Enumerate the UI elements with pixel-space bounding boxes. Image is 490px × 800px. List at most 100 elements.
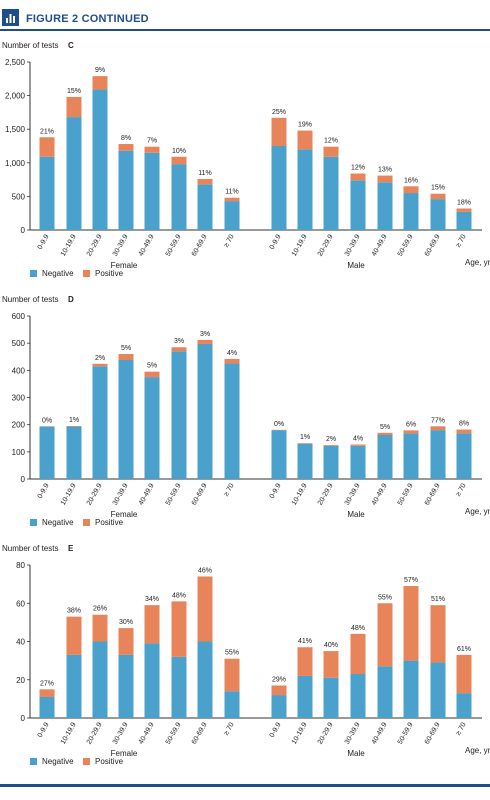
x-tick-label: 30-39.9 bbox=[112, 233, 130, 257]
x-tick-label: 60-69.9 bbox=[191, 482, 209, 506]
x-tick-label: 0-9.9 bbox=[269, 482, 283, 499]
bar-negative bbox=[92, 366, 108, 479]
y-axis-title: Number of tests bbox=[2, 41, 58, 50]
x-tick-label: 0-9.9 bbox=[269, 233, 283, 250]
bar-negative bbox=[224, 201, 240, 230]
x-tick-label: 30-39.9 bbox=[344, 233, 362, 257]
bar-positive bbox=[323, 445, 339, 446]
panel-label: E bbox=[68, 544, 74, 553]
x-tick-label: 40-49.9 bbox=[371, 721, 389, 745]
legend-label-positive: Positive bbox=[95, 757, 124, 766]
footer-rule bbox=[0, 784, 490, 787]
x-tick-label: 0-9.9 bbox=[37, 233, 51, 250]
bar-negative bbox=[271, 430, 287, 479]
bar-percent-label: 12% bbox=[351, 165, 365, 172]
x-tick-label: 40-49.9 bbox=[371, 233, 389, 257]
x-tick-label: 10-19.9 bbox=[60, 721, 78, 745]
bar-negative bbox=[430, 662, 446, 718]
x-tick-label: 50-59.9 bbox=[165, 233, 183, 257]
bar-percent-label: 10% bbox=[172, 148, 186, 155]
group-label: Male bbox=[347, 749, 365, 758]
x-tick-label: 10-19.9 bbox=[60, 482, 78, 506]
bar-percent-label: 12% bbox=[324, 138, 338, 145]
x-tick-label: 50-59.9 bbox=[397, 721, 415, 745]
header-rule bbox=[0, 29, 490, 31]
bar-negative bbox=[403, 433, 419, 479]
bar-percent-label: 5% bbox=[121, 345, 131, 352]
x-tick-label: ≥ 70 bbox=[223, 721, 236, 736]
bar-negative bbox=[271, 695, 287, 718]
group-label: Male bbox=[347, 261, 365, 270]
bar-negative bbox=[92, 89, 108, 230]
panel-label: D bbox=[68, 295, 74, 304]
bar-negative bbox=[350, 674, 366, 718]
figure-header: FIGURE 2 CONTINUED bbox=[0, 0, 490, 31]
bar-percent-label: 1% bbox=[69, 417, 79, 424]
bar-positive bbox=[403, 186, 419, 194]
bar-negative bbox=[430, 430, 446, 479]
legend-swatch-negative bbox=[30, 758, 37, 765]
bar-positive bbox=[197, 339, 213, 344]
x-tick-label: ≥ 70 bbox=[223, 482, 236, 497]
y-tick-label: 500 bbox=[12, 339, 26, 348]
bar-positive bbox=[377, 603, 393, 667]
bar-negative bbox=[377, 666, 393, 718]
bar-positive bbox=[297, 647, 313, 676]
y-tick-label: 60 bbox=[16, 599, 25, 608]
x-tick-label: 40-49.9 bbox=[138, 482, 156, 506]
bar-negative bbox=[350, 180, 366, 230]
bar-positive bbox=[297, 130, 313, 150]
bar-positive bbox=[171, 347, 187, 352]
bar-positive bbox=[92, 363, 108, 367]
legend-swatch-positive bbox=[83, 519, 90, 526]
bar-percent-label: 26% bbox=[93, 606, 107, 613]
bar-negative bbox=[197, 641, 213, 718]
bar-positive bbox=[456, 654, 472, 694]
legend-label-negative: Negative bbox=[42, 518, 74, 527]
bar-negative bbox=[323, 677, 339, 718]
y-tick-label: 40 bbox=[16, 638, 25, 647]
bar-negative bbox=[39, 156, 55, 230]
x-tick-label: 50-59.9 bbox=[397, 233, 415, 257]
bar-negative bbox=[456, 433, 472, 479]
legend-swatch-positive bbox=[83, 270, 90, 277]
group-label: Female bbox=[111, 510, 138, 519]
x-tick-label: 10-19.9 bbox=[291, 721, 309, 745]
bar-negative bbox=[39, 696, 55, 718]
bar-positive bbox=[92, 614, 108, 642]
x-tick-label: 30-39.9 bbox=[344, 721, 362, 745]
group-label: Male bbox=[347, 510, 365, 519]
bar-chart-icon bbox=[2, 9, 19, 26]
x-tick-label: 40-49.9 bbox=[371, 482, 389, 506]
bar-percent-label: 27% bbox=[40, 680, 54, 687]
y-tick-label: 300 bbox=[12, 394, 26, 403]
bar-percent-label: 15% bbox=[431, 185, 445, 192]
bar-percent-label: 11% bbox=[198, 170, 212, 177]
bar-negative bbox=[171, 656, 187, 718]
figure-title: FIGURE 2 CONTINUED bbox=[26, 13, 149, 25]
bar-negative bbox=[297, 443, 313, 479]
x-tick-label: 30-39.9 bbox=[344, 482, 362, 506]
bar-percent-label: 9% bbox=[95, 67, 105, 74]
y-tick-label: 100 bbox=[12, 448, 26, 457]
y-tick-label: 400 bbox=[12, 366, 26, 375]
x-tick-label: 60-69.9 bbox=[424, 721, 442, 745]
legend-label-negative: Negative bbox=[42, 757, 74, 766]
bar-positive bbox=[39, 689, 55, 697]
x-tick-label: 10-19.9 bbox=[291, 233, 309, 257]
group-label: Female bbox=[111, 749, 138, 758]
bar-positive bbox=[430, 426, 446, 431]
y-tick-label: 0 bbox=[21, 714, 26, 723]
x-tick-label: ≥ 70 bbox=[455, 233, 468, 248]
x-tick-label: 20-29.9 bbox=[86, 721, 104, 745]
bar-negative bbox=[377, 182, 393, 230]
bar-negative bbox=[430, 199, 446, 230]
bar-percent-label: 30% bbox=[119, 619, 133, 626]
x-tick-label: 50-59.9 bbox=[165, 721, 183, 745]
bar-percent-label: 2% bbox=[326, 436, 336, 443]
bar-negative bbox=[144, 152, 160, 230]
bar-positive bbox=[66, 616, 82, 655]
bar-percent-label: 25% bbox=[272, 109, 286, 116]
bar-positive bbox=[430, 193, 446, 200]
bar-positive bbox=[323, 651, 339, 678]
